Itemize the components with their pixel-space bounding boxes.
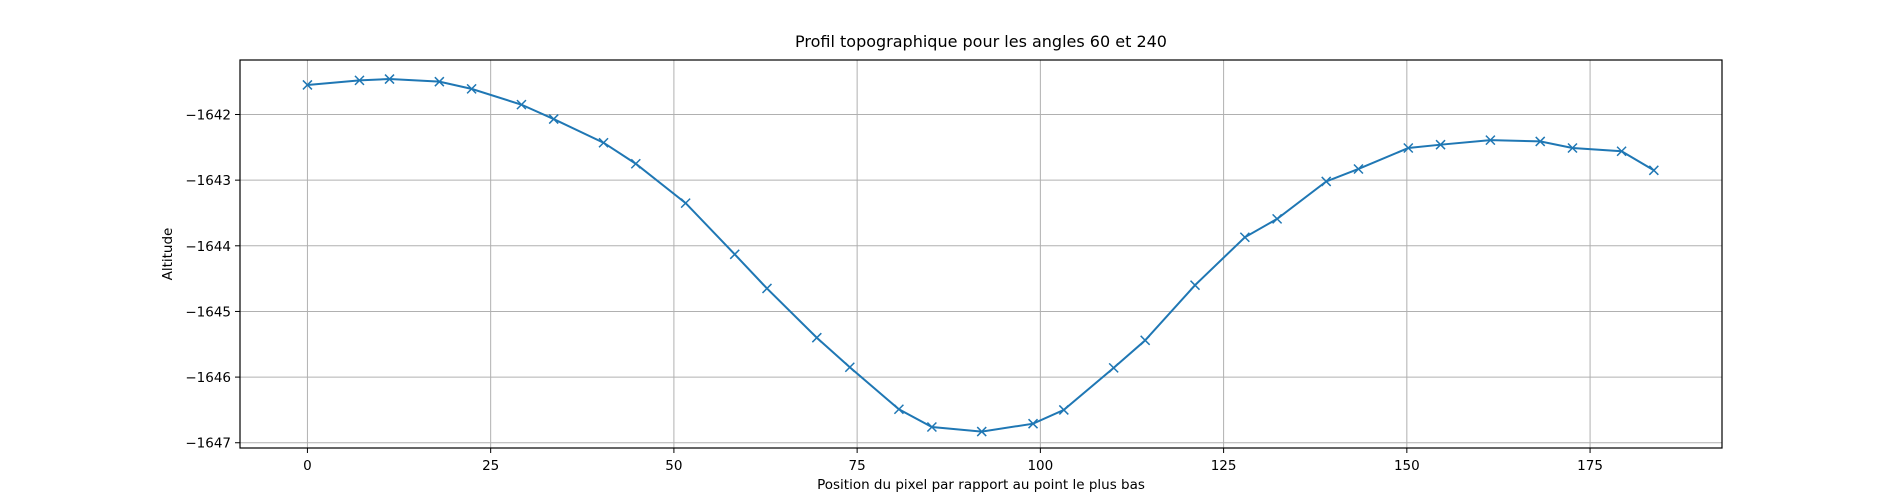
x-tick-label: 25 <box>482 458 499 474</box>
y-tick-label: −1646 <box>185 370 231 386</box>
data-point-marker <box>1485 135 1496 146</box>
data-point-marker <box>516 99 527 110</box>
series-line <box>307 78 1655 433</box>
data-point-marker <box>729 249 740 260</box>
y-tick-label: −1644 <box>185 239 231 255</box>
data-point-marker <box>302 79 313 90</box>
x-tick-label: 125 <box>1211 458 1237 474</box>
data-point-marker <box>844 362 855 373</box>
data-point-marker <box>1321 176 1332 187</box>
data-point-marker <box>466 83 477 94</box>
y-axis-label: Altitude <box>160 228 176 281</box>
data-point-marker <box>1353 163 1364 175</box>
y-tick-label: −1647 <box>185 436 231 452</box>
data-point-marker <box>976 426 987 437</box>
data-point-marker <box>630 158 641 169</box>
grid-lines <box>240 60 1722 448</box>
data-point-marker <box>1535 136 1546 147</box>
data-point-marker <box>761 283 773 294</box>
y-tick-label: −1642 <box>185 107 231 123</box>
x-tick-label: 175 <box>1577 458 1603 474</box>
data-point-marker <box>811 332 822 343</box>
data-point-marker <box>1140 335 1151 346</box>
data-point-marker <box>1058 404 1069 415</box>
data-point-marker <box>893 404 904 415</box>
data-point-marker <box>1435 139 1446 150</box>
data-point-marker <box>1648 165 1659 176</box>
x-axis-label: Position du pixel par rapport au point l… <box>817 477 1145 493</box>
data-point-marker <box>598 137 609 148</box>
axis-ticks: 0 25 50 75 100 125 150 175 −1642 −1643 −1644 −1645 −… <box>185 107 1603 474</box>
x-tick-label: 150 <box>1394 458 1420 474</box>
x-tick-label: 50 <box>665 458 682 474</box>
data-point-marker <box>1272 213 1283 224</box>
data-point-marker <box>1189 280 1201 291</box>
data-point-marker <box>1403 142 1414 154</box>
data-point-marker <box>1567 142 1578 154</box>
x-tick-label: 0 <box>303 458 312 474</box>
x-tick-label: 100 <box>1027 458 1053 474</box>
data-point-marker <box>384 74 395 85</box>
chart-title: Profil topographique pour les angles 60 … <box>795 32 1167 51</box>
y-tick-label: −1643 <box>185 173 231 189</box>
y-tick-label: −1645 <box>185 304 231 320</box>
x-tick-label: 75 <box>849 458 866 474</box>
data-point-marker <box>354 75 365 86</box>
data-point-marker <box>1239 232 1250 243</box>
series-layer <box>302 74 1659 437</box>
data-point-marker <box>1108 362 1119 373</box>
plot-frame <box>239 59 1723 449</box>
data-point-marker <box>680 198 691 209</box>
data-point-marker <box>434 76 445 87</box>
data-point-marker <box>548 114 559 125</box>
data-point-marker <box>1616 146 1627 157</box>
data-point-marker <box>926 421 937 433</box>
data-point-marker <box>1028 418 1039 429</box>
